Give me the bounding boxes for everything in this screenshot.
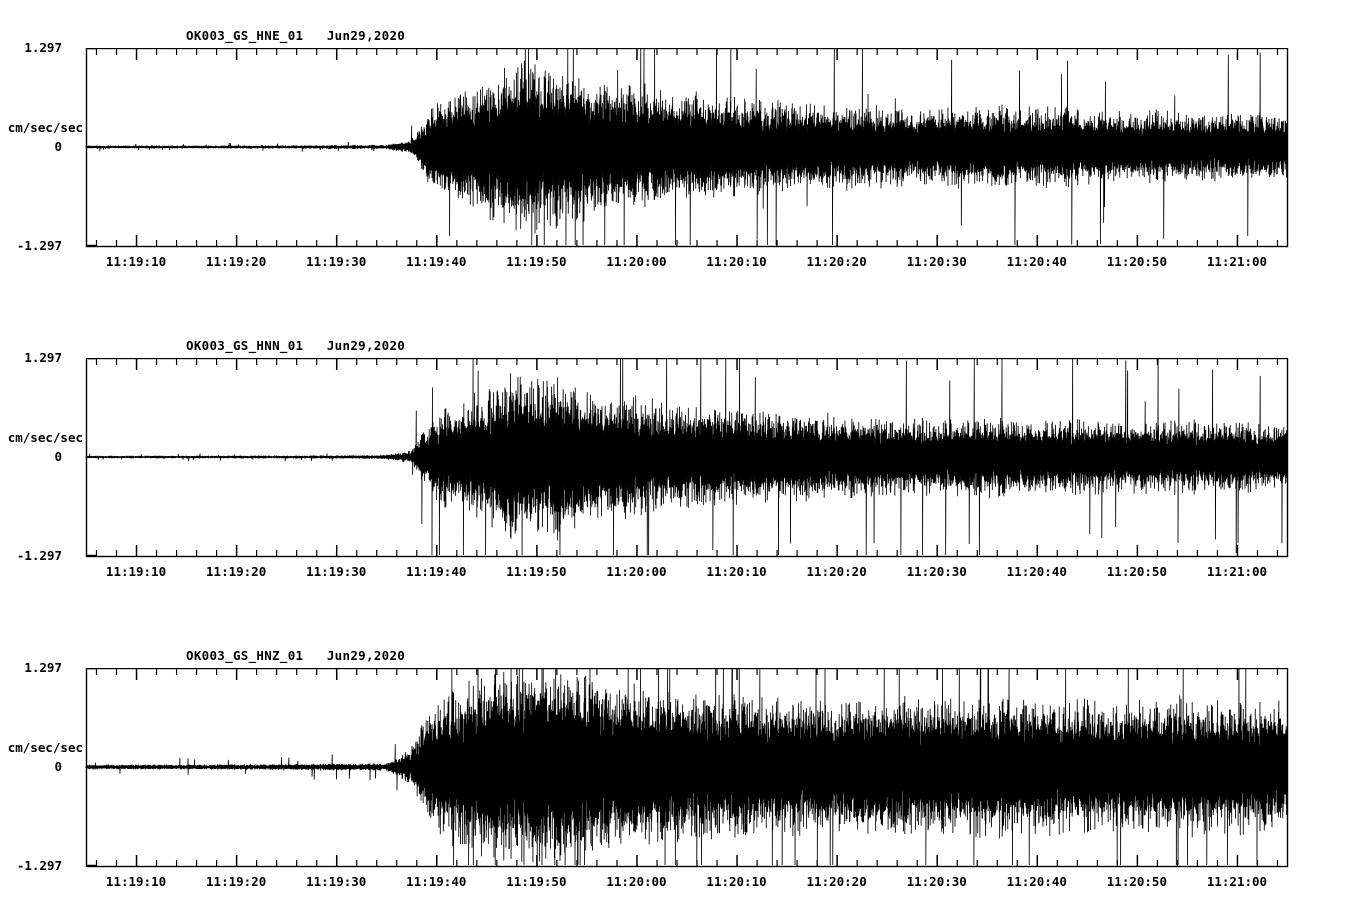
x-axis-ticks-hnz [95, 669, 1279, 866]
y-axis-max-label-hne: 1.297 [24, 40, 62, 55]
x-tick-label: 11:20:10 [706, 564, 767, 579]
seismogram-panel-hne: OK003_GS_HNE_01 Jun29,2020 1.297 cm/sec/se… [0, 28, 1358, 286]
x-axis-tick-labels-hne: 11:19:10 11:19:20 11:19:30 11:19:40 11:19:50… [0, 254, 1358, 274]
y-axis-units-label-hnz: cm/sec/sec [7, 740, 83, 755]
waveform-trace-hnn [85, 358, 1288, 556]
y-axis-max-label-hnz: 1.297 [24, 660, 62, 675]
x-tick-label: 11:20:40 [1006, 564, 1067, 579]
plot-area-hnn [85, 358, 1289, 558]
x-tick-label: 11:20:00 [606, 254, 667, 269]
x-tick-label: 11:19:40 [406, 874, 467, 889]
x-tick-label: 11:19:30 [306, 254, 367, 269]
x-tick-label: 11:20:50 [1106, 254, 1167, 269]
x-tick-label: 11:20:00 [606, 874, 667, 889]
x-tick-label: 11:19:30 [306, 874, 367, 889]
y-axis-units-label-hne: cm/sec/sec [7, 120, 83, 135]
x-tick-label: 11:21:00 [1206, 254, 1268, 269]
y-axis-max-label-hnn: 1.297 [24, 350, 62, 365]
waveform-trace-hnz [85, 668, 1288, 866]
plot-area-hnz [85, 668, 1289, 868]
x-tick-label: 11:19:20 [206, 874, 267, 889]
y-axis-min-label-hnz: -1.297 [16, 858, 62, 873]
x-axis-ticks-hnn [95, 359, 1279, 556]
x-tick-label: 11:20:20 [806, 254, 867, 269]
x-tick-label: 11:19:30 [306, 564, 367, 579]
y-axis-min-label-hne: -1.297 [16, 238, 62, 253]
x-tick-label: 11:19:20 [206, 564, 267, 579]
panel-title-hne: OK003_GS_HNE_01 Jun29,2020 [186, 28, 406, 43]
x-tick-label: 11:19:50 [506, 254, 567, 269]
y-axis-units-label-hnn: cm/sec/sec [7, 430, 83, 445]
x-tick-label: 11:21:00 [1206, 564, 1268, 579]
x-axis-ticks-hne [95, 49, 1279, 246]
x-tick-label: 11:19:10 [105, 564, 167, 579]
x-axis-tick-labels-hnz: 11:19:10 11:19:20 11:19:30 11:19:40 11:19:50… [0, 874, 1358, 894]
x-tick-label: 11:20:30 [906, 564, 967, 579]
plot-area-hne [85, 48, 1289, 248]
x-tick-label: 11:19:20 [206, 254, 267, 269]
x-tick-label: 11:21:00 [1206, 874, 1268, 889]
panel-title-hnz: OK003_GS_HNZ_01 Jun29,2020 [186, 648, 406, 663]
seismogram-panel-hnn: OK003_GS_HNN_01 Jun29,2020 1.297 cm/sec/se… [0, 338, 1358, 596]
x-tick-label: 11:19:50 [506, 874, 567, 889]
x-tick-label: 11:20:30 [906, 874, 967, 889]
seismogram-panel-hnz: OK003_GS_HNZ_01 Jun29,2020 1.297 cm/sec/se… [0, 648, 1358, 906]
y-axis-min-label-hnn: -1.297 [16, 548, 62, 563]
x-axis-tick-labels-hnn: 11:19:10 11:19:20 11:19:30 11:19:40 11:19:50… [0, 564, 1358, 584]
x-tick-label: 11:19:40 [406, 254, 467, 269]
x-tick-label: 11:20:30 [906, 254, 967, 269]
y-axis-zero-label-hnn: 0 [54, 449, 62, 464]
x-tick-label: 11:20:20 [806, 564, 867, 579]
waveform-trace-hne [85, 48, 1288, 246]
x-tick-label: 11:20:40 [1006, 874, 1067, 889]
x-tick-label: 11:19:10 [105, 254, 167, 269]
y-axis-zero-label-hnz: 0 [54, 759, 62, 774]
panel-title-hnn: OK003_GS_HNN_01 Jun29,2020 [186, 338, 406, 353]
x-tick-label: 11:20:10 [706, 874, 767, 889]
x-tick-label: 11:20:00 [606, 564, 667, 579]
x-tick-label: 11:20:10 [706, 254, 767, 269]
x-tick-label: 11:20:20 [806, 874, 867, 889]
x-tick-label: 11:20:50 [1106, 564, 1167, 579]
x-tick-label: 11:19:10 [105, 874, 167, 889]
x-tick-label: 11:19:40 [406, 564, 467, 579]
y-axis-zero-label-hne: 0 [54, 139, 62, 154]
x-tick-label: 11:19:50 [506, 564, 567, 579]
x-tick-label: 11:20:40 [1006, 254, 1067, 269]
x-tick-label: 11:20:50 [1106, 874, 1167, 889]
